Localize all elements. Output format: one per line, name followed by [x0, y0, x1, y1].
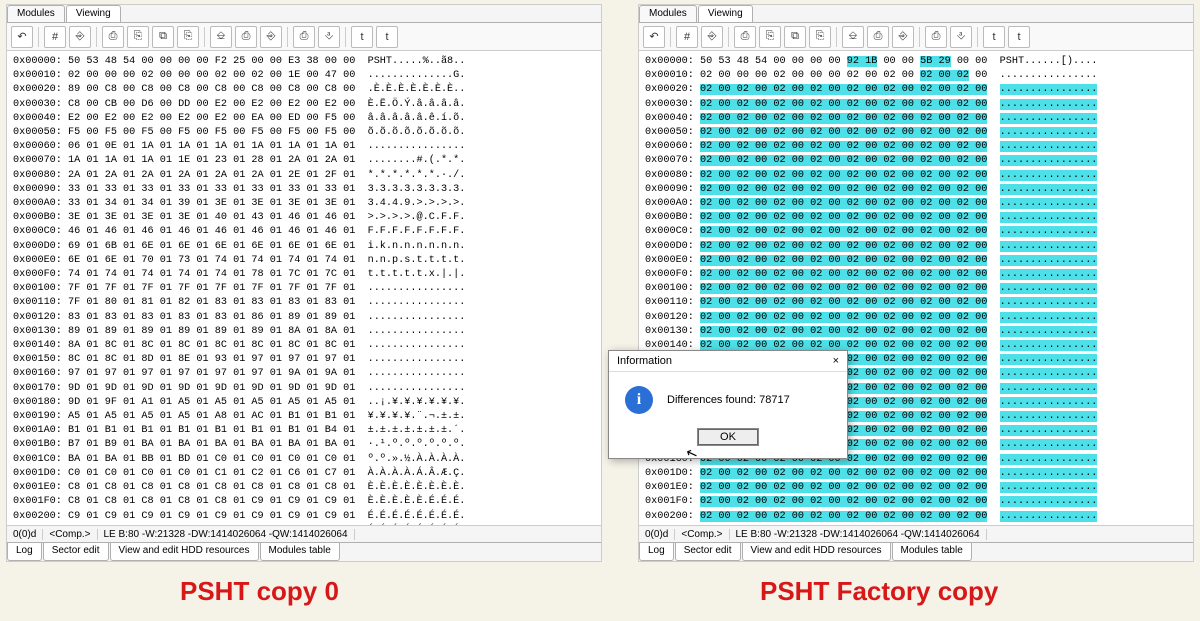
ok-button[interactable]: OK	[697, 428, 759, 446]
toolbar-button[interactable]: #	[676, 26, 698, 48]
statusbar-left: 0(0)d <Comp.> LE B:80 -W:21328 -DW:14140…	[7, 525, 601, 542]
bottom-tabs-left: Log Sector edit View and edit HDD resour…	[7, 542, 601, 561]
toolbar-button[interactable]: ⎒	[210, 26, 232, 48]
tab-modules[interactable]: Modules	[7, 5, 65, 22]
toolbar-button[interactable]: t	[983, 26, 1005, 48]
statusbar-right: 0(0)d <Comp.> LE B:80 -W:21328 -DW:14140…	[639, 525, 1193, 542]
btab-log[interactable]: Log	[7, 543, 42, 561]
toolbar-button[interactable]: t	[376, 26, 398, 48]
toolbar-button[interactable]: ⎀	[318, 26, 340, 48]
btab-view-edit[interactable]: View and edit HDD resources	[110, 543, 259, 561]
toolbar-separator	[670, 27, 671, 47]
dialog-title: Information	[617, 355, 672, 367]
tab-viewing-r[interactable]: Viewing	[698, 5, 753, 22]
close-icon[interactable]: ×	[833, 355, 839, 367]
toolbar-button[interactable]: ⎆	[260, 26, 282, 48]
toolbar-button[interactable]: ⎀	[950, 26, 972, 48]
toolbar-button[interactable]: ⎘	[177, 26, 199, 48]
toolbar-separator	[836, 27, 837, 47]
btab-modules-table-r[interactable]: Modules table	[892, 543, 972, 561]
status-info-r: LE B:80 -W:21328 -DW:1414026064 -QW:1414…	[730, 529, 987, 540]
info-dialog: Information × i Differences found: 78717…	[608, 350, 848, 459]
toolbar-separator	[345, 27, 346, 47]
toolbar-right: ↶#⎆⎙⎘⧉⎘⎒⎙⎆⎙⎀tt	[639, 23, 1193, 51]
btab-sector-edit-r[interactable]: Sector edit	[675, 543, 741, 561]
status-comp: <Comp.>	[43, 529, 97, 540]
toolbar-button[interactable]: ⎘	[759, 26, 781, 48]
dialog-titlebar: Information ×	[609, 351, 847, 372]
btab-modules-table[interactable]: Modules table	[260, 543, 340, 561]
toolbar-button[interactable]: ⎙	[925, 26, 947, 48]
status-offset-r: 0(0)d	[639, 529, 675, 540]
toolbar-button[interactable]: ⧉	[152, 26, 174, 48]
toolbar-button[interactable]: ↶	[11, 26, 33, 48]
caption-right: PSHT Factory copy	[760, 576, 998, 607]
btab-view-edit-r[interactable]: View and edit HDD resources	[742, 543, 891, 561]
toolbar-button[interactable]: ⎙	[293, 26, 315, 48]
toolbar-left: ↶#⎆⎙⎘⧉⎘⎒⎙⎆⎙⎀tt	[7, 23, 601, 51]
toolbar-button[interactable]: t	[351, 26, 373, 48]
toolbar-separator	[977, 27, 978, 47]
status-offset: 0(0)d	[7, 529, 43, 540]
tab-modules-r[interactable]: Modules	[639, 5, 697, 22]
toolbar-button[interactable]: ⎘	[127, 26, 149, 48]
toolbar-button[interactable]: ⎘	[809, 26, 831, 48]
toolbar-button[interactable]: #	[44, 26, 66, 48]
hex-view-left[interactable]: 0x00000: 50 53 48 54 00 00 00 00 F2 25 0…	[7, 51, 601, 525]
status-comp-r: <Comp.>	[675, 529, 729, 540]
status-info: LE B:80 -W:21328 -DW:1414026064 -QW:1414…	[98, 529, 355, 540]
toolbar-button[interactable]: ⎙	[867, 26, 889, 48]
toolbar-separator	[38, 27, 39, 47]
toolbar-button[interactable]: ⎙	[734, 26, 756, 48]
toolbar-button[interactable]: ⎒	[842, 26, 864, 48]
right-hex-panel: Modules Viewing ↶#⎆⎙⎘⧉⎘⎒⎙⎆⎙⎀tt 0x00000: …	[638, 4, 1194, 562]
toolbar-button[interactable]: ⎆	[701, 26, 723, 48]
toolbar-button[interactable]: ⎙	[235, 26, 257, 48]
info-icon: i	[625, 386, 653, 414]
toolbar-separator	[919, 27, 920, 47]
toolbar-button[interactable]: ⎆	[69, 26, 91, 48]
toolbar-button[interactable]: ⎙	[102, 26, 124, 48]
top-tabs-right: Modules Viewing	[639, 5, 1193, 23]
btab-log-r[interactable]: Log	[639, 543, 674, 561]
toolbar-button[interactable]: ↶	[643, 26, 665, 48]
bottom-tabs-right: Log Sector edit View and edit HDD resour…	[639, 542, 1193, 561]
left-hex-panel: Modules Viewing ↶#⎆⎙⎘⧉⎘⎒⎙⎆⎙⎀tt 0x00000: …	[6, 4, 602, 562]
btab-sector-edit[interactable]: Sector edit	[43, 543, 109, 561]
toolbar-separator	[204, 27, 205, 47]
toolbar-button[interactable]: ⎆	[892, 26, 914, 48]
caption-left: PSHT copy 0	[180, 576, 339, 607]
toolbar-separator	[728, 27, 729, 47]
toolbar-separator	[287, 27, 288, 47]
dialog-message: Differences found: 78717	[667, 394, 790, 406]
top-tabs: Modules Viewing	[7, 5, 601, 23]
toolbar-button[interactable]: ⧉	[784, 26, 806, 48]
tab-viewing[interactable]: Viewing	[66, 5, 121, 22]
toolbar-button[interactable]: t	[1008, 26, 1030, 48]
toolbar-separator	[96, 27, 97, 47]
